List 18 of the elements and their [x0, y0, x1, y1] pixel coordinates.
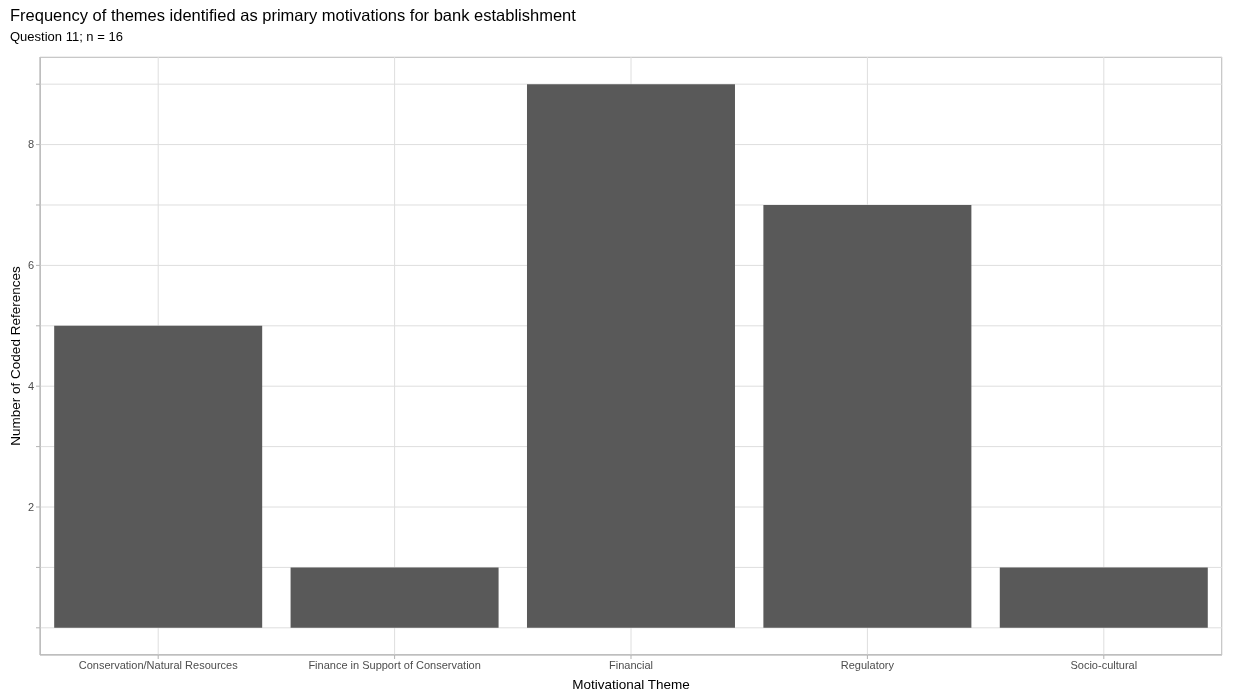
bar	[54, 325, 263, 628]
x-tick-label: Conservation/Natural Resources	[78, 658, 239, 671]
chart-title: Frequency of themes identified as primary motivations for bank establishment	[10, 6, 576, 25]
x-axis-title: Motivational Theme	[571, 677, 691, 692]
chart-subtitle: Question 11; n = 16	[10, 29, 123, 44]
x-tick-label: Regulatory	[840, 658, 895, 671]
x-tick-label: Socio-cultural	[1070, 658, 1138, 671]
bar	[290, 567, 499, 628]
y-tick-label: 4	[27, 380, 34, 393]
x-tick-label: Financial	[608, 658, 654, 671]
bar	[999, 567, 1208, 628]
bar	[526, 84, 735, 628]
x-tick-label: Finance in Support of Conservation	[308, 658, 481, 671]
y-tick-label: 2	[27, 500, 34, 513]
bar	[763, 204, 972, 628]
y-tick-label: 8	[27, 138, 34, 151]
y-axis-title: Number of Coded References	[7, 266, 23, 446]
y-tick-label: 6	[27, 259, 34, 272]
